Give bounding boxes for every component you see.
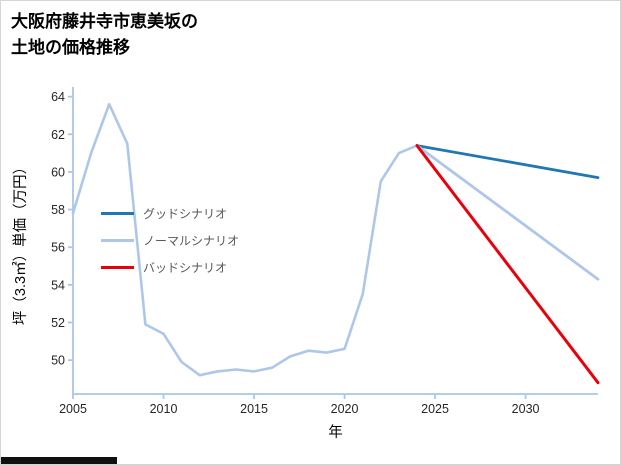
y-tick-label: 50 bbox=[51, 354, 65, 368]
y-axis-label: 坪（3.3㎡）単価（万円） bbox=[12, 160, 29, 325]
y-tick-label: 60 bbox=[51, 165, 65, 179]
series-line-1 bbox=[415, 144, 600, 180]
x-axis-label: 年 bbox=[328, 424, 343, 441]
legend-line-swatch bbox=[101, 212, 134, 215]
y-tick-label: 58 bbox=[51, 203, 65, 217]
legend-label: ノーマルシナリオ bbox=[143, 234, 240, 248]
chart-title-line1: 大阪府藤井寺市恵美坂の bbox=[11, 12, 198, 31]
legend-item-2: バッドシナリオ bbox=[101, 259, 239, 276]
legend-item-0: グッドシナリオ bbox=[101, 205, 239, 222]
x-tick-label: 2015 bbox=[240, 402, 268, 416]
legend-label: グッドシナリオ bbox=[143, 207, 228, 221]
y-tick-label: 52 bbox=[51, 316, 65, 330]
y-tick-label: 56 bbox=[51, 241, 65, 255]
legend-item-1: ノーマルシナリオ bbox=[101, 232, 239, 249]
legend: グッドシナリオ ノーマルシナリオ バッドシナリオ bbox=[101, 205, 239, 276]
series-line-3 bbox=[415, 144, 600, 385]
y-tick-label: 54 bbox=[51, 278, 65, 292]
legend-label: バッドシナリオ bbox=[143, 261, 228, 275]
footer-bar bbox=[1, 457, 117, 464]
x-tick-label: 2020 bbox=[331, 402, 359, 416]
series-line-2 bbox=[415, 144, 600, 281]
legend-line-swatch bbox=[101, 239, 134, 242]
y-tick-label: 64 bbox=[51, 90, 65, 104]
legend-line-swatch bbox=[101, 266, 134, 269]
chart-title: 大阪府藤井寺市恵美坂の 土地の価格推移 bbox=[11, 9, 198, 60]
chart-title-line2: 土地の価格推移 bbox=[11, 37, 130, 57]
x-tick-label: 2030 bbox=[512, 402, 540, 416]
x-tick-label: 2010 bbox=[150, 402, 178, 416]
x-tick-label: 2025 bbox=[421, 402, 449, 416]
y-tick-label: 62 bbox=[51, 128, 65, 142]
x-tick-label: 2005 bbox=[59, 402, 87, 416]
series-line-0 bbox=[71, 102, 419, 377]
